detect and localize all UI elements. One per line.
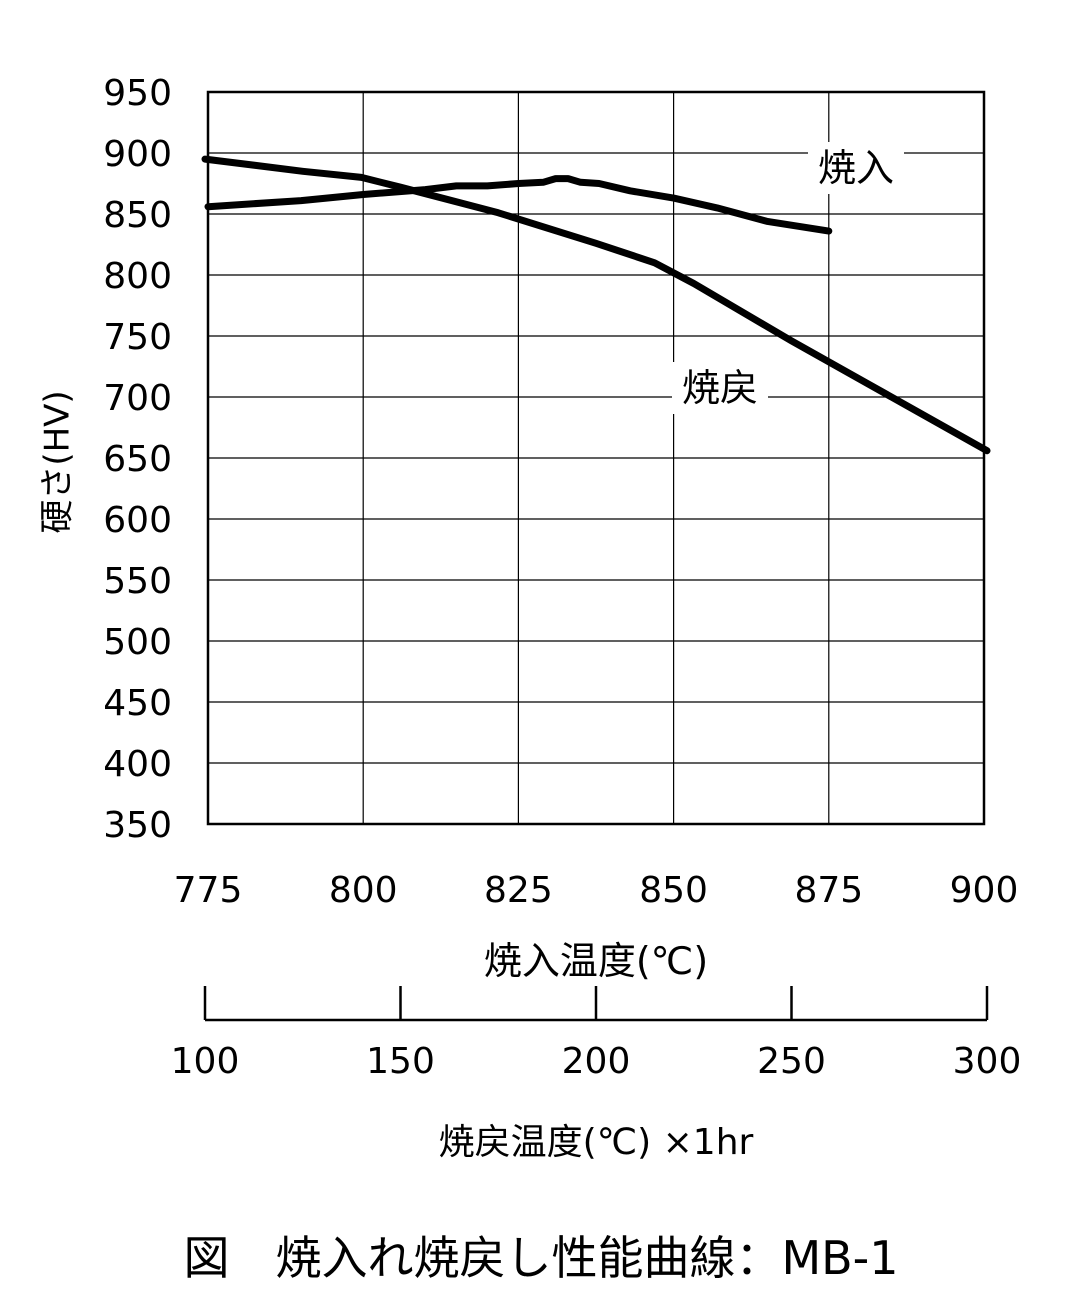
x-tick-label: 775 xyxy=(174,870,243,911)
x-axis-label-temper: 焼戻温度(℃) ×1hr xyxy=(438,1122,754,1163)
series-label-1: 焼戻 xyxy=(682,366,758,410)
y-tick-label: 450 xyxy=(103,683,172,724)
x-tick-label: 800 xyxy=(329,870,398,911)
y-tick-label: 500 xyxy=(103,622,172,663)
x2-tick-label: 200 xyxy=(562,1041,631,1082)
curves xyxy=(201,155,991,455)
plot-frame xyxy=(206,90,986,826)
y-tick-label: 700 xyxy=(103,378,172,419)
y-tick-label: 350 xyxy=(103,805,172,846)
y-tick-label: 550 xyxy=(103,561,172,602)
grid xyxy=(206,90,986,826)
series-line-1 xyxy=(201,155,991,455)
series-label-bg xyxy=(672,362,768,414)
x-axis-label-quench: 焼入温度(℃) xyxy=(483,939,709,983)
y-ticks: 950 900 850 800 750 700 650 600 550 500 450 400 350 xyxy=(103,73,172,846)
y-tick-label: 950 xyxy=(103,73,172,114)
y-tick-label: 600 xyxy=(103,500,172,541)
x-tick-label: 850 xyxy=(639,870,708,911)
y-tick-label: 400 xyxy=(103,744,172,785)
x-tick-label: 875 xyxy=(794,870,863,911)
y-tick-label: 650 xyxy=(103,439,172,480)
x-ticks: 775 800 825 850 875 900 xyxy=(174,870,1019,911)
x2-tick-label: 300 xyxy=(953,1041,1022,1082)
x2-tick-label: 100 xyxy=(171,1041,240,1082)
y-axis-label-wrap: 硬さ(HV) xyxy=(14,352,94,572)
y-tick-label: 750 xyxy=(103,317,172,358)
x-tick-label: 825 xyxy=(484,870,553,911)
x2-tick-label: 150 xyxy=(366,1041,435,1082)
x-tick-label: 900 xyxy=(950,870,1019,911)
y-tick-label: 800 xyxy=(103,256,172,297)
x2-axis: 100 150 200 250 300 xyxy=(171,986,1022,1082)
series-label-bg xyxy=(808,142,904,194)
y-axis-label: 硬さ(HV) xyxy=(37,390,78,534)
y-tick-label: 900 xyxy=(103,134,172,175)
figure-caption: 図 焼入れ焼戻し性能曲線：MB-1 xyxy=(183,1231,899,1285)
y-tick-label: 850 xyxy=(103,195,172,236)
series-label-0: 焼入 xyxy=(818,146,894,190)
x2-tick-label: 250 xyxy=(757,1041,826,1082)
